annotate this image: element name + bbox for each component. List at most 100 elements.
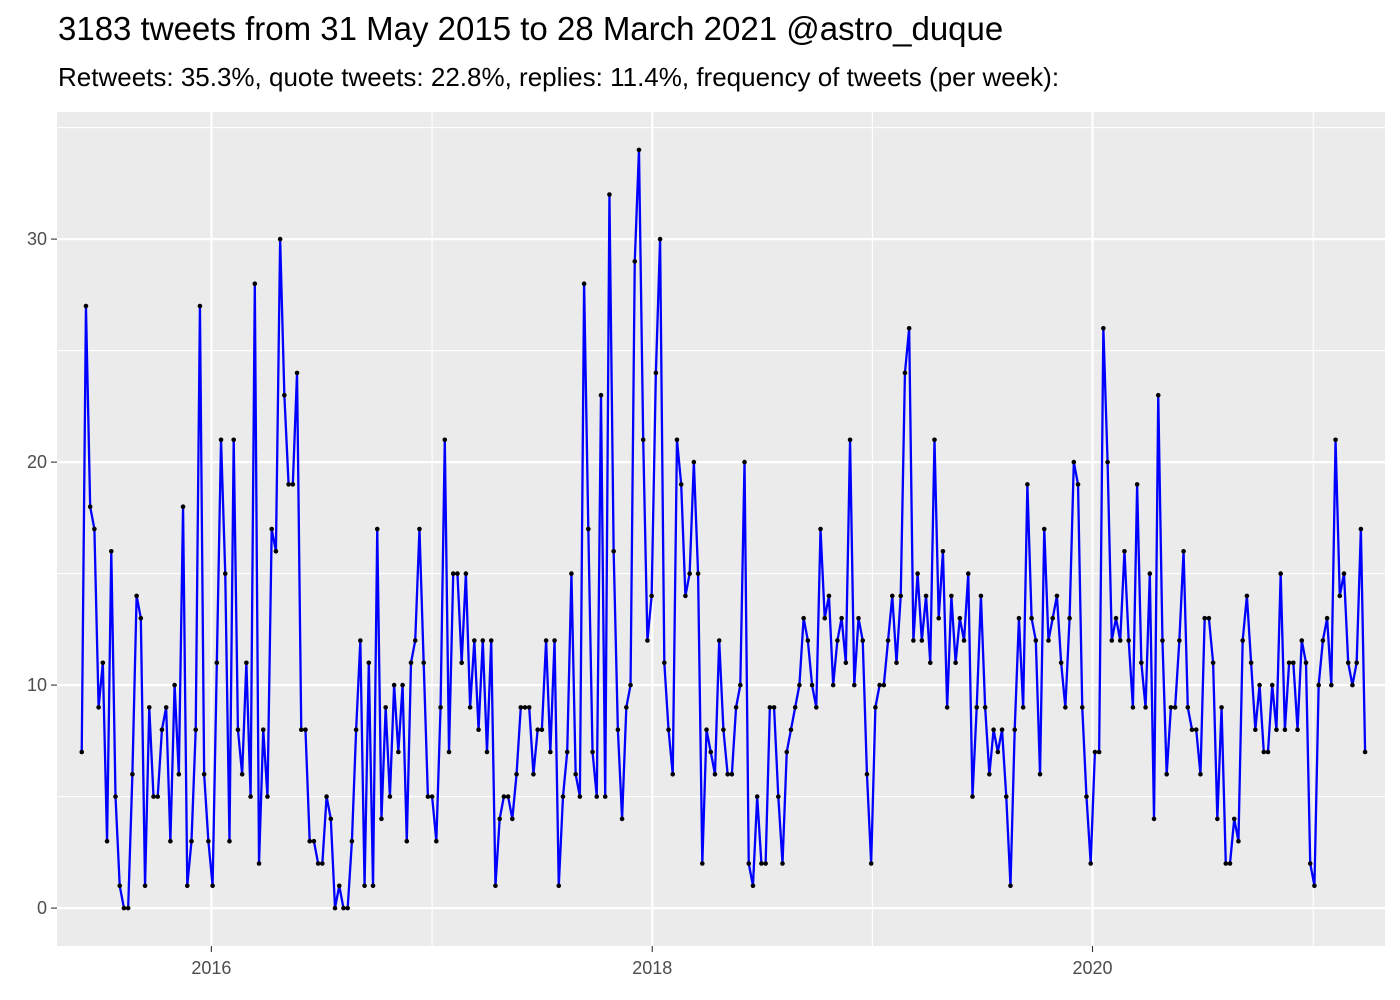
data-point (366, 660, 372, 666)
y-tick-label: 30 (27, 229, 47, 249)
data-point (957, 615, 963, 621)
data-point (328, 816, 334, 822)
data-point (184, 883, 190, 889)
data-point (894, 660, 899, 666)
data-point (1054, 593, 1060, 599)
data-point (624, 705, 629, 710)
data-point (159, 727, 165, 732)
data-point (404, 838, 410, 844)
data-point (265, 794, 270, 799)
data-point (868, 861, 874, 866)
data-point (1215, 816, 1220, 822)
data-point (797, 682, 802, 688)
data-point (429, 794, 435, 799)
data-point (678, 482, 684, 487)
data-point (535, 727, 540, 732)
data-point (1020, 705, 1026, 710)
data-point (239, 771, 245, 777)
data-point (1164, 771, 1169, 777)
data-point (932, 437, 937, 443)
data-point (1029, 615, 1034, 621)
data-point (1198, 771, 1203, 777)
data-point (1210, 660, 1216, 666)
data-point (936, 615, 942, 621)
data-point (1253, 727, 1258, 732)
data-point (387, 794, 393, 799)
data-point (1189, 727, 1195, 732)
data-point (873, 705, 878, 710)
data-point (982, 705, 988, 710)
data-point (248, 794, 253, 799)
data-point (611, 549, 616, 554)
y-axis: 0 10 20 30 (27, 229, 57, 918)
data-point (434, 838, 439, 844)
data-point (514, 771, 519, 777)
data-point (759, 861, 764, 866)
data-point (750, 883, 756, 889)
data-point (138, 615, 144, 621)
data-point (965, 571, 971, 576)
data-point (370, 883, 376, 889)
data-point (210, 883, 215, 889)
data-point (556, 883, 562, 889)
data-point (282, 392, 287, 398)
data-point (294, 370, 300, 376)
data-point (636, 147, 642, 153)
data-point (526, 705, 532, 710)
data-point (1160, 638, 1165, 643)
data-point (543, 638, 549, 643)
data-point (1333, 437, 1338, 443)
data-point (1329, 682, 1334, 688)
data-point (1181, 549, 1186, 554)
data-point (362, 883, 367, 889)
data-point (645, 638, 650, 643)
data-point (1084, 794, 1089, 799)
data-point (1037, 771, 1043, 777)
data-point (1193, 727, 1199, 732)
data-point (1362, 749, 1368, 755)
data-point (1058, 660, 1064, 666)
data-point (1206, 615, 1212, 621)
data-point (218, 437, 224, 443)
data-point (1168, 705, 1174, 710)
data-point (307, 838, 312, 844)
data-point (488, 638, 494, 643)
x-tick-label: 2016 (191, 958, 231, 978)
data-point (1105, 459, 1110, 465)
data-point (712, 771, 718, 777)
data-point (716, 638, 722, 643)
data-point (877, 682, 882, 688)
data-point (573, 771, 578, 777)
data-point (480, 638, 486, 643)
data-point (417, 526, 422, 532)
data-point (767, 705, 773, 710)
data-point (1143, 705, 1148, 710)
data-point (1113, 615, 1119, 621)
data-point (522, 705, 528, 710)
data-point (856, 615, 861, 621)
data-point (552, 638, 557, 643)
data-point (298, 727, 304, 732)
data-point (902, 370, 908, 376)
data-point (594, 794, 600, 799)
data-point (1320, 638, 1326, 643)
data-point (919, 638, 925, 643)
data-point (459, 660, 464, 666)
data-point (915, 571, 920, 576)
data-point (847, 437, 853, 443)
data-point (269, 526, 275, 532)
data-point (497, 816, 502, 822)
data-point (674, 437, 680, 443)
data-point (1041, 526, 1047, 532)
data-point (476, 727, 481, 732)
data-point (970, 794, 975, 799)
data-point (400, 682, 405, 688)
data-point (121, 905, 127, 911)
data-point (813, 705, 819, 710)
data-point (260, 727, 266, 732)
data-point (695, 571, 701, 576)
data-point (206, 838, 211, 844)
data-point (290, 482, 296, 487)
data-point (1139, 660, 1144, 666)
data-point (1240, 638, 1245, 643)
